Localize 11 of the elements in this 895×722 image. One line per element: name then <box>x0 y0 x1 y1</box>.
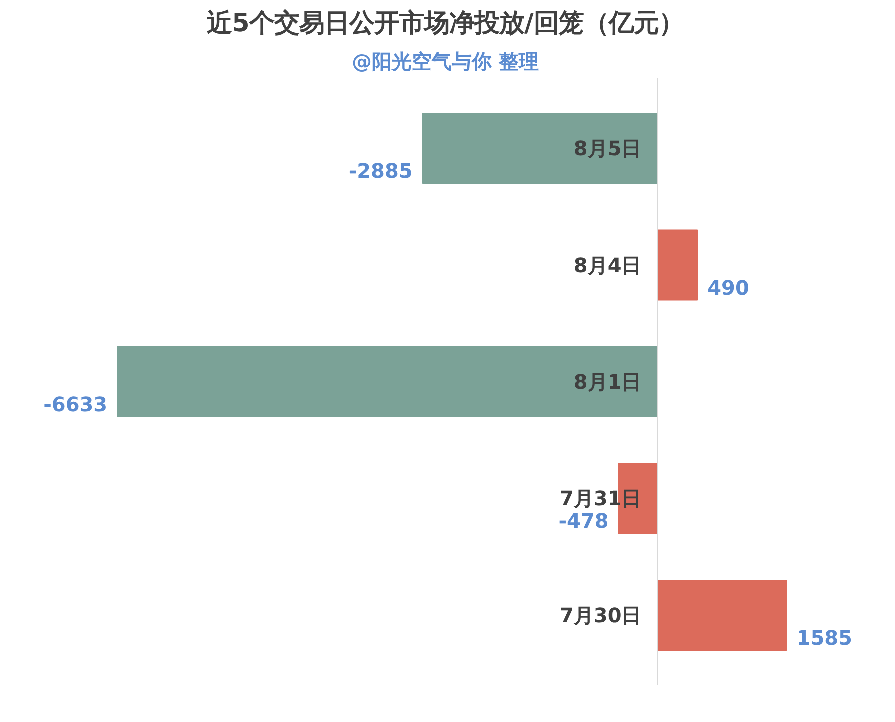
chart-subtitle: @阳光空气与你 整理 <box>352 50 539 74</box>
y-tick-label: 8月4日 <box>574 253 642 278</box>
y-tick-label: 8月5日 <box>574 136 642 161</box>
data-label: -478 <box>558 509 609 534</box>
data-label: -2885 <box>348 159 413 184</box>
y-tick-label: 7月30日 <box>560 603 642 628</box>
data-label: 490 <box>708 276 750 300</box>
data-label: -6633 <box>44 392 108 416</box>
y-tick-label: 8月1日 <box>574 370 642 394</box>
chart-title: 近5个交易日公开市场净投放/回笼（亿元） <box>207 8 684 38</box>
data-label: 1585 <box>796 626 852 650</box>
